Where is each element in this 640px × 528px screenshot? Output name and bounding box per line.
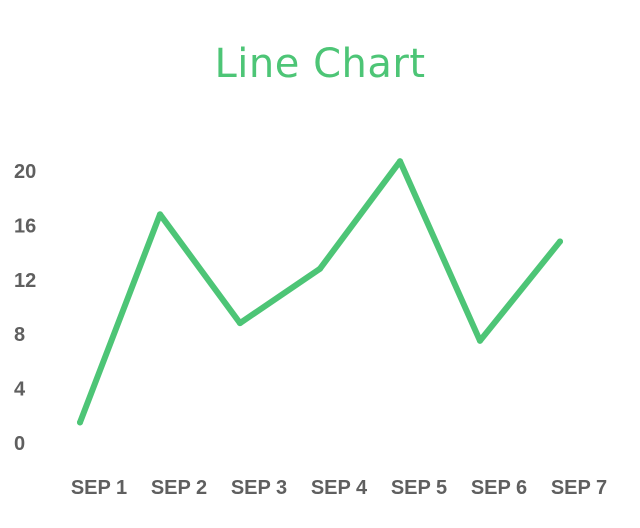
chart-title: Line Chart bbox=[214, 41, 426, 87]
data-point bbox=[557, 238, 563, 245]
y-tick-label: 16 bbox=[14, 215, 36, 237]
y-tick-label: 12 bbox=[14, 270, 36, 292]
x-tick-label: SEP 6 bbox=[471, 477, 527, 499]
x-tick-label: SEP 5 bbox=[391, 477, 447, 499]
x-tick-label: SEP 4 bbox=[311, 477, 368, 499]
data-point bbox=[157, 211, 163, 218]
y-tick-label: 20 bbox=[14, 161, 36, 183]
data-point bbox=[317, 265, 323, 272]
data-point bbox=[237, 320, 243, 327]
data-point bbox=[477, 337, 483, 344]
x-axis: SEP 1 SEP 2 SEP 3 SEP 4 SEP 5 SEP 6 SEP 7 bbox=[71, 477, 607, 499]
series-layer bbox=[77, 158, 563, 426]
x-tick-label: SEP 2 bbox=[151, 477, 207, 499]
y-tick-label: 4 bbox=[14, 379, 26, 401]
x-tick-label: SEP 1 bbox=[71, 477, 127, 499]
x-tick-label: SEP 7 bbox=[551, 477, 607, 499]
y-tick-label: 8 bbox=[14, 324, 25, 346]
y-tick-label: 0 bbox=[14, 433, 25, 455]
y-axis: 0 4 8 12 16 20 bbox=[14, 161, 36, 455]
data-point bbox=[77, 419, 83, 426]
x-tick-label: SEP 3 bbox=[231, 477, 287, 499]
series-line bbox=[77, 158, 563, 426]
data-point bbox=[397, 158, 403, 165]
